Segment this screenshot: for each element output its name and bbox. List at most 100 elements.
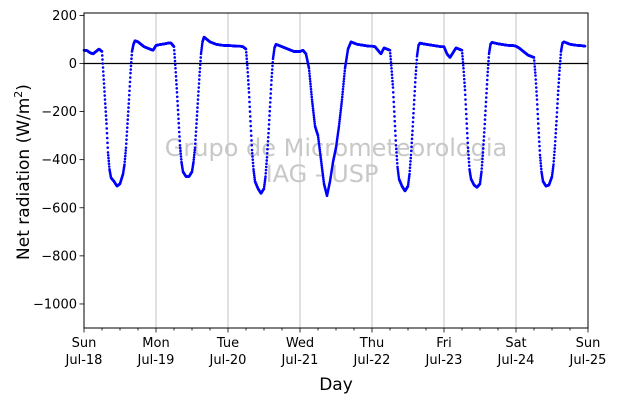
data-point [105, 127, 109, 130]
data-point [393, 124, 397, 128]
data-point [318, 152, 322, 155]
data-point [341, 87, 345, 91]
data-point [265, 155, 269, 159]
data-point [124, 151, 127, 155]
data-point [269, 92, 273, 95]
data-point [198, 67, 202, 70]
data-point [485, 83, 489, 86]
data-point [558, 69, 561, 73]
data-point [102, 78, 106, 81]
data-point [478, 182, 482, 186]
data-point [415, 58, 419, 62]
data-point [408, 166, 412, 169]
data-point [467, 153, 470, 157]
data-point [465, 122, 469, 125]
data-point [339, 107, 343, 110]
data-point [106, 141, 109, 145]
data-point [486, 70, 490, 74]
data-point [389, 54, 392, 58]
data-point [555, 106, 559, 110]
data-point [388, 51, 392, 55]
y-axis-title: Net radiation (W/m2) [12, 84, 34, 260]
data-point [394, 139, 398, 142]
data-point [251, 155, 254, 158]
x-axis-title: Day [319, 375, 353, 395]
data-point [127, 102, 131, 105]
data-point [342, 77, 346, 81]
data-point [553, 143, 557, 147]
x-tick-day-6: Sat [505, 336, 526, 351]
data-point [247, 87, 251, 90]
data-point [103, 102, 107, 105]
data-point [539, 159, 542, 162]
data-point [250, 148, 254, 152]
data-point [462, 77, 466, 81]
y-tick-label-4: −600 [41, 201, 77, 216]
data-point [174, 67, 177, 70]
data-point [341, 90, 345, 94]
data-point [391, 91, 395, 94]
data-point [172, 48, 176, 52]
data-point [393, 119, 397, 123]
data-point [268, 109, 272, 113]
data-point [460, 51, 464, 55]
data-point [125, 130, 129, 133]
data-point [200, 48, 203, 52]
data-point [308, 74, 312, 78]
data-point [266, 135, 270, 139]
data-point [130, 53, 134, 57]
data-point [486, 74, 489, 77]
data-point [100, 54, 104, 57]
data-point [263, 177, 267, 180]
data-point [173, 56, 177, 59]
data-point [534, 74, 537, 77]
grid-lines [155, 13, 517, 328]
data-point [248, 105, 252, 109]
data-point [251, 164, 255, 168]
data-point [479, 178, 482, 182]
data-point [253, 176, 256, 179]
data-point [194, 134, 198, 137]
data-point [539, 164, 543, 168]
data-point [126, 122, 129, 125]
data-point [552, 153, 556, 157]
data-point [556, 97, 560, 101]
data-point [126, 118, 130, 121]
data-point [269, 96, 272, 100]
data-point [340, 98, 344, 101]
data-point [102, 82, 106, 85]
data-point [309, 85, 313, 88]
data-point [410, 145, 413, 149]
data-point [480, 163, 484, 167]
data-point [252, 168, 255, 171]
data-point [268, 105, 272, 109]
data-point [537, 135, 541, 139]
data-point [106, 151, 110, 154]
data-point [195, 118, 199, 121]
data-point [338, 113, 342, 117]
data-point [482, 139, 486, 142]
data-point [414, 73, 418, 76]
data-point [267, 131, 270, 135]
data-point [320, 166, 324, 169]
data-point [264, 175, 267, 178]
data-point [342, 82, 345, 86]
data-point [538, 144, 541, 148]
data-point [249, 129, 253, 133]
data-point [466, 149, 470, 153]
data-point [397, 173, 400, 177]
data-point [559, 53, 563, 56]
data-point [392, 100, 396, 104]
data-point [249, 134, 253, 137]
data-point [342, 80, 346, 83]
data-point [247, 91, 251, 94]
data-point [308, 72, 311, 75]
data-point [244, 47, 248, 51]
data-point [196, 94, 200, 97]
data-point [464, 107, 468, 111]
data-point [267, 127, 271, 131]
data-point [317, 142, 321, 145]
data-point [264, 168, 268, 172]
x-tick-day-2: Tue [216, 336, 239, 351]
data-point [463, 88, 467, 92]
